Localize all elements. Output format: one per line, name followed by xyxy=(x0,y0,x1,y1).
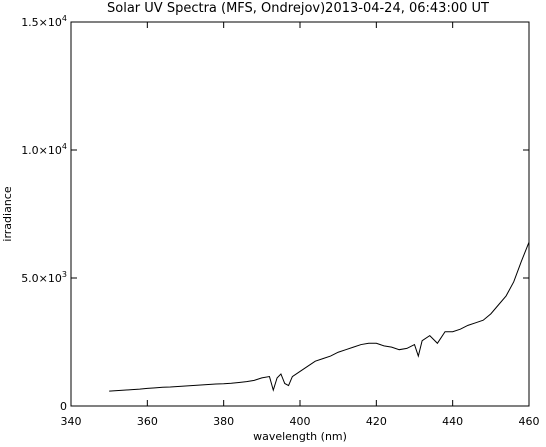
x-tick-label-360: 360 xyxy=(137,415,158,428)
plot-frame xyxy=(70,21,530,407)
y-tick-label-15000: 1.5×104 xyxy=(21,14,67,29)
y-ticks: 0 5.0×103 1.0×104 1.5×104 xyxy=(21,14,529,413)
x-tick-label-380: 380 xyxy=(213,415,234,428)
x-axis-label: wavelength (nm) xyxy=(253,430,347,443)
y-tick-label-10000: 1.0×104 xyxy=(21,142,67,157)
y-tick-label-0: 0 xyxy=(60,400,67,413)
chart-title: Solar UV Spectra (MFS, Ondrejov)2013-04-… xyxy=(107,1,489,16)
series-line-spectrum xyxy=(109,241,530,392)
y-axis-label: irradiance xyxy=(1,186,14,241)
x-tick-label-440: 440 xyxy=(442,415,463,428)
x-ticks: 340 360 380 400 420 440 460 xyxy=(61,22,540,428)
y-tick-label-5000: 5.0×103 xyxy=(21,270,67,285)
x-tick-label-340: 340 xyxy=(61,415,82,428)
x-tick-label-420: 420 xyxy=(366,415,387,428)
x-tick-label-400: 400 xyxy=(290,415,311,428)
x-tick-label-460: 460 xyxy=(519,415,540,428)
